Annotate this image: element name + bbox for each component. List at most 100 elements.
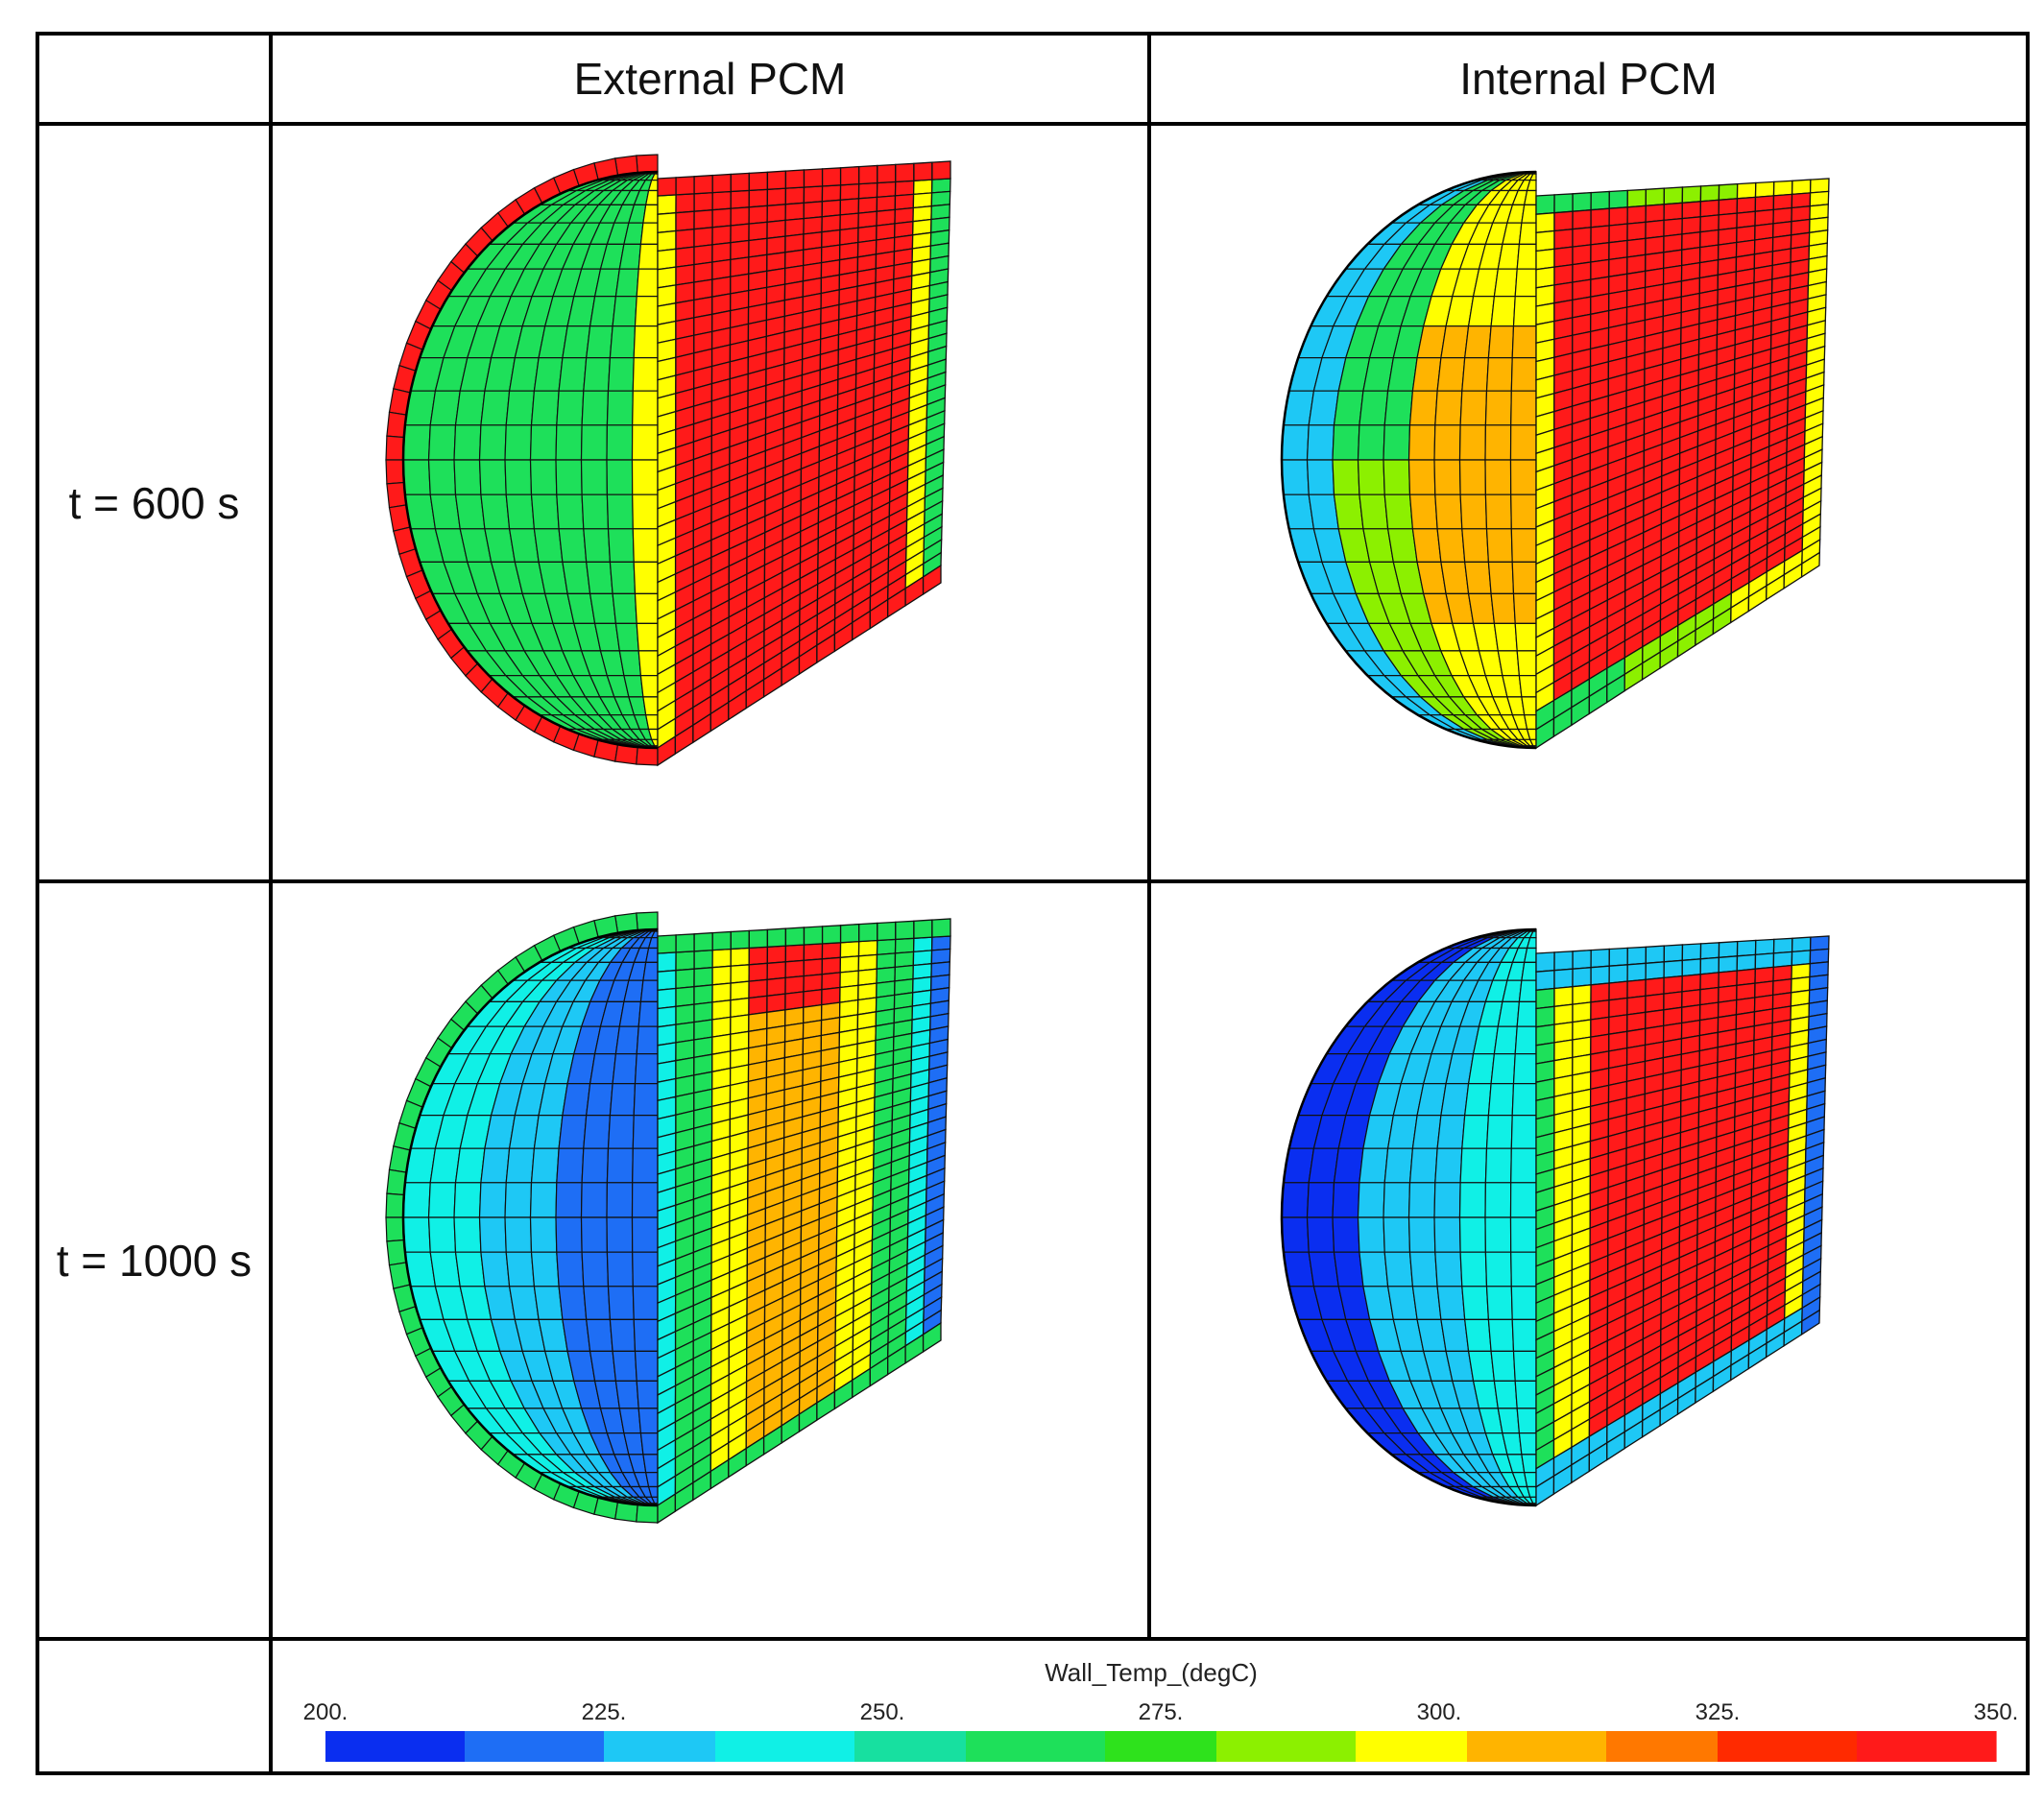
mesh-cell [561,1318,590,1352]
mesh-cell [631,1215,659,1253]
mesh-cell [557,1114,587,1149]
mesh-cell [609,561,636,594]
colorbar-corner-cell [36,1637,273,1775]
mesh-cell [611,1052,637,1084]
mesh-cell [1791,178,1812,195]
row-label-1000: t = 1000 s [56,1235,252,1286]
mesh-cell [614,1380,639,1409]
mesh-cell [1534,987,1555,1009]
colorbar-tick-label: 350. [1974,1699,2019,1725]
mesh-cell [1754,194,1774,212]
mesh-cell [857,164,878,184]
mesh-cell [1571,226,1592,248]
mesh-cell [478,423,507,461]
mesh-cell [765,976,786,997]
mesh-cell [1510,1285,1537,1320]
colorbar-tick-label: 325. [1695,1699,1741,1725]
mesh-cell [631,458,659,495]
mesh-cell [674,932,695,953]
mesh-cell [1681,957,1701,976]
mesh-cell [710,981,732,1003]
mesh-cell [1552,985,1574,1007]
mesh-cell [580,390,609,425]
mesh-cell [1358,1251,1388,1287]
mesh-cell [429,390,461,425]
colorbar-bin [1328,1731,1357,1762]
mesh-cell [783,217,805,237]
mesh-cell [1552,245,1574,268]
row-header-600: t = 600 s [36,122,273,883]
mesh-cell [1645,944,1665,964]
mesh-cell [529,1181,557,1218]
colorbar-bin [910,1731,939,1762]
colorbar-bin [1467,1731,1496,1762]
mesh-cell [1489,592,1516,624]
mesh-cell [606,1251,634,1287]
colorbar-bin [827,1731,855,1762]
mesh-cell [429,493,461,529]
colorbar-bin [325,1731,354,1762]
mesh-cell [452,1181,482,1218]
colorbar-bin [1411,1731,1440,1762]
mesh-cell [1607,239,1628,260]
mesh-cell [876,180,896,198]
mesh-cell [1331,1181,1360,1218]
mesh-cell [1681,200,1701,219]
mesh-cell [1791,191,1811,208]
mesh-cell [611,1350,637,1382]
mesh-cell [1435,1285,1465,1320]
mesh-cell [1432,1181,1461,1218]
mesh-cell [401,423,431,461]
mesh-cell [618,1407,641,1433]
shell-cell [384,434,404,461]
mesh-cell [1644,234,1665,255]
mesh-cell [1357,458,1385,495]
mesh-cell [674,967,695,989]
colorbar: Wall_Temp_(degC) 200. 225. 250. 275. 300. 325… [303,1658,2019,1762]
mesh-cell [747,205,768,225]
mesh-cell [529,423,557,461]
mesh-cell [555,390,584,425]
colorbar-tick-label: 275. [1139,1699,1184,1725]
mesh-cell [1754,180,1774,198]
mesh-cell [479,1251,510,1287]
mesh-cell [554,1215,583,1253]
mesh-cell [605,423,633,461]
mesh-cell [1512,592,1537,624]
mesh-cell [1509,458,1537,495]
mesh-cell [1489,1052,1516,1084]
mesh-cell [609,1318,636,1352]
mesh-cell [633,561,659,594]
colorbar-bin [1606,1731,1635,1762]
mesh-cell [1735,209,1756,229]
mesh-cell [1509,1181,1537,1218]
mesh-cell [533,1285,564,1320]
mesh-cell [607,527,635,563]
mesh-cell [555,1251,584,1287]
mesh-cell [839,182,859,201]
mesh-cell [748,928,768,949]
mesh-cell [1467,1350,1495,1382]
colorbar-bin [1077,1731,1106,1762]
mesh-cell [478,458,507,495]
mesh-cell [582,1285,611,1320]
mesh-cell [1589,190,1610,210]
mesh-cell [912,191,932,208]
mesh-cell [1571,1000,1592,1023]
internal-pcm-600s-plot [1280,170,1830,749]
colorbar-bin [353,1731,382,1762]
mesh-cell [747,978,768,999]
mesh-cell [1718,182,1738,201]
mesh-cell [1571,260,1592,283]
mesh-cell [1432,1215,1461,1253]
mesh-cell [1357,1215,1385,1253]
colorbar-cell: Wall_Temp_(degC) 200. 225. 250. 275. 300. 325… [269,1637,2030,1775]
mesh-cell [1520,695,1537,715]
mesh-cell [1306,1181,1335,1218]
mesh-cell [1509,1147,1537,1183]
mesh-cell [1458,423,1486,461]
mesh-cell [530,390,560,425]
mesh-cell [1331,1215,1360,1253]
colorbar-bin [1439,1731,1468,1762]
colorbar-bin [409,1731,438,1762]
